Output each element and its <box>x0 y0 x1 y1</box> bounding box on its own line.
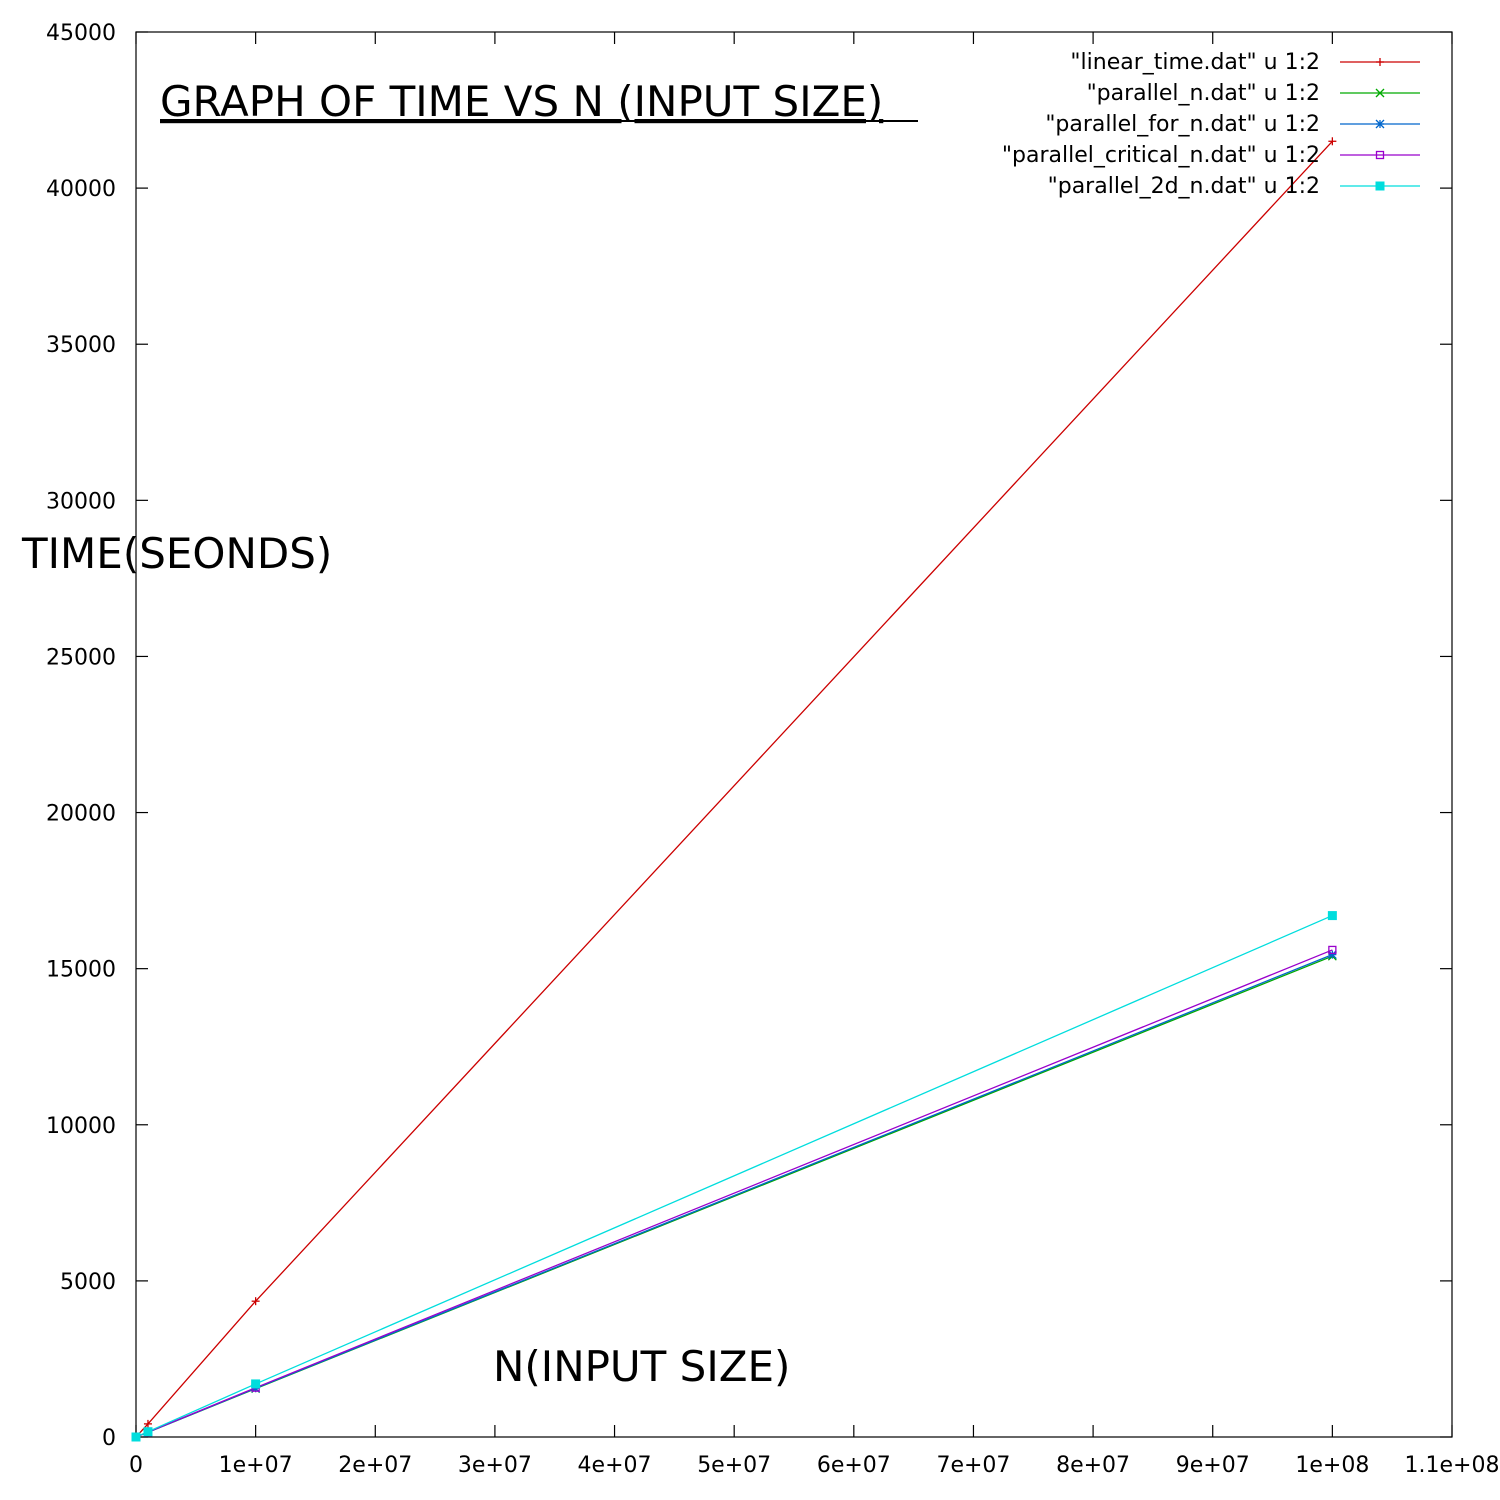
y-tick-label: 25000 <box>46 645 116 670</box>
x-tick-label: 6e+07 <box>817 1453 891 1478</box>
y-tick-label: 0 <box>102 1426 116 1451</box>
legend: "linear_time.dat" u 1:2 "parallel_n.dat" … <box>1002 50 1420 199</box>
series-5-point <box>251 1379 261 1389</box>
series-1-point <box>1328 137 1337 146</box>
series-5-point-shape <box>143 1427 153 1437</box>
legend-marker <box>1375 88 1385 98</box>
x-tick-label: 1.1e+08 <box>1405 1453 1500 1478</box>
legend-label: "parallel_critical_n.dat" u 1:2 <box>1002 143 1320 168</box>
series-3-point-stroke <box>1327 950 1337 960</box>
series-5-point <box>131 1432 141 1442</box>
series-5-point <box>143 1427 153 1437</box>
plot-frame <box>135 31 1453 1438</box>
x-tick-label: 4e+07 <box>578 1453 652 1478</box>
x-tick-label: 0 <box>129 1453 143 1478</box>
legend-label: "linear_time.dat" u 1:2 <box>1070 50 1320 75</box>
series-5-point-shape <box>131 1432 141 1442</box>
series-5-point-shape <box>1327 911 1337 921</box>
x-tick-label: 7e+07 <box>936 1453 1010 1478</box>
x-tick-label: 1e+07 <box>219 1453 293 1478</box>
legend-marker-stroke <box>1375 119 1385 129</box>
series-4-point-shape <box>1328 945 1337 955</box>
y-tick-label: 45000 <box>46 21 116 46</box>
legend-marker-stroke <box>1375 88 1385 98</box>
series-5-point <box>1327 911 1337 921</box>
x-tick-label: 2e+07 <box>338 1453 412 1478</box>
legend-marker <box>1376 58 1384 66</box>
legend-marker <box>1375 119 1385 129</box>
chart-title: GRAPH OF TIME VS N (INPUT SIZE) <box>160 77 883 126</box>
legend-label: "parallel_2d_n.dat" u 1:2 <box>1048 174 1320 199</box>
y-tick-label: 20000 <box>46 802 116 827</box>
y-axis-label: TIME(SEONDS) <box>21 529 332 578</box>
series-5-point-shape <box>251 1379 261 1389</box>
x-tick-label: 8e+07 <box>1056 1453 1130 1478</box>
series-line-1 <box>135 140 1333 1438</box>
series-3-point <box>1327 950 1337 960</box>
series-line-5 <box>135 914 1333 1438</box>
y-tick-label: 15000 <box>46 958 116 983</box>
axes: 0 1e+07 2e+07 3e+07 4e+07 5e+07 6e+07 7e+07 8e+0… <box>46 21 1499 1478</box>
legend-marker <box>1375 150 1385 160</box>
x-tick-label: 9e+07 <box>1176 1453 1250 1478</box>
series-group <box>131 137 1337 1442</box>
series-1-point <box>143 1419 152 1428</box>
y-tick-label: 5000 <box>60 1270 116 1295</box>
legend-marker <box>1375 181 1385 191</box>
legend-label: "parallel_n.dat" u 1:2 <box>1087 81 1320 106</box>
x-tick-label: 5e+07 <box>697 1453 771 1478</box>
legend-marker-shape <box>1375 150 1385 160</box>
y-tick-label: 35000 <box>46 333 116 358</box>
series-4-point <box>1328 945 1337 955</box>
y-tick-label: 40000 <box>46 177 116 202</box>
legend-marker-shape <box>1375 181 1385 191</box>
y-tick-label: 30000 <box>46 489 116 514</box>
legend-label: "parallel_for_n.dat" u 1:2 <box>1045 112 1320 137</box>
y-tick-label: 10000 <box>46 1114 116 1139</box>
series-1-point <box>251 1297 260 1306</box>
x-tick-label: 3e+07 <box>458 1453 532 1478</box>
x-tick-label: 1e+08 <box>1295 1453 1369 1478</box>
x-axis-label: N(INPUT SIZE) <box>493 1342 790 1391</box>
